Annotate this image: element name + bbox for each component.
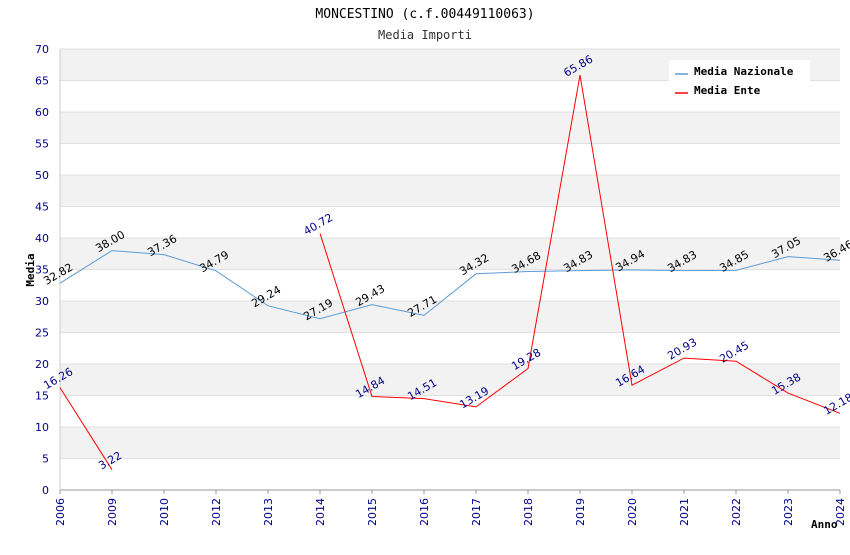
x-tick-label: 2021 [678,498,691,526]
y-axis-ticks: 0 5 10 15 20 25 30 35 40 45 50 55 60 65 70 [35,43,49,497]
y-tick-label: 25 [35,327,49,340]
y-tick-label: 0 [42,484,49,497]
x-tick-label: 2023 [782,498,795,526]
y-tick-label: 30 [35,295,49,308]
series-line-media-nazionale [59,250,841,320]
y-tick-label: 15 [35,390,49,403]
data-label-media-ente: 40.72 [301,211,335,238]
y-axis-title: Media [24,253,37,286]
chart-title: MONCESTINO (c.f.00449110063) [315,7,534,22]
x-axis-ticks: 2006 2009 2010 2012 2013 2014 2015 2016 2017 2018… [54,490,847,526]
x-tick-label: 2015 [366,498,379,526]
legend-label-media-ente: Media Ente [694,84,761,97]
background-band [60,112,840,144]
x-tick-label: 2012 [210,498,223,526]
data-label-media-ente: 20.45 [717,339,751,366]
y-tick-label: 50 [35,169,49,182]
series-lines [59,75,841,470]
x-tick-label: 2014 [314,498,327,526]
x-axis-title: Anno [811,518,838,531]
x-tick-label: 2009 [106,498,119,526]
legend: Media Nazionale Media Ente [669,60,810,104]
y-tick-label: 45 [35,201,49,214]
y-tick-label: 35 [35,264,49,277]
x-tick-label: 2019 [574,498,587,526]
x-tick-label: 2017 [470,498,483,526]
legend-background [669,60,810,104]
background-band [60,175,840,207]
background-band [60,238,840,270]
x-tick-label: 2010 [158,498,171,526]
y-tick-label: 65 [35,75,49,88]
x-tick-label: 2020 [626,498,639,526]
y-tick-label: 40 [35,232,49,245]
x-tick-label: 2022 [730,498,743,526]
background-bands [60,49,840,459]
background-band [60,301,840,333]
x-tick-label: 2024 [834,498,847,526]
y-tick-label: 55 [35,138,49,151]
y-tick-label: 10 [35,421,49,434]
series-line-media-ente [59,387,113,470]
y-tick-label: 60 [35,106,49,119]
x-tick-label: 2018 [522,498,535,526]
background-band [60,427,840,459]
x-tick-label: 2016 [418,498,431,526]
legend-label-media-nazionale: Media Nazionale [694,65,794,78]
background-band [60,364,840,396]
y-tick-label: 5 [42,453,49,466]
gridlines [60,48,840,491]
x-tick-label: 2006 [54,498,67,526]
chart-subtitle: Media Importi [378,28,472,42]
y-tick-label: 20 [35,358,49,371]
x-tick-label: 2013 [262,498,275,526]
y-tick-label: 70 [35,43,49,56]
series-line-media-ente [319,75,841,414]
